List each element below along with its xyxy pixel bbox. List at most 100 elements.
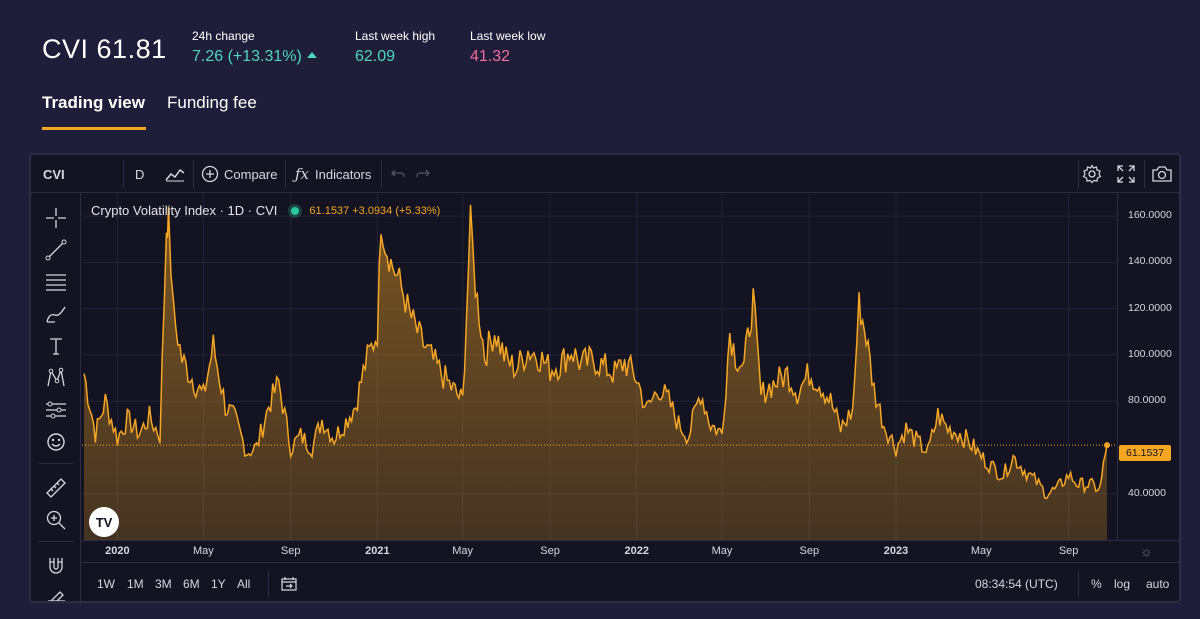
settings-button[interactable] (1082, 155, 1102, 193)
bars-style-icon (165, 168, 185, 182)
x-tick-label: 2020 (105, 545, 130, 557)
drawing-toolbar (31, 193, 81, 601)
time-axis[interactable]: ☼ 2020 May Sep 2021 May Sep 2022 May Sep 2023 May S… (82, 540, 1179, 562)
x-tick-label: Sep (540, 545, 560, 557)
lock-draw-tool[interactable] (41, 581, 71, 601)
price-chart[interactable] (82, 193, 1117, 540)
redo-button[interactable] (415, 155, 431, 193)
legend-values: 61.1537 +3.0934 (+5.33%) (309, 204, 441, 217)
range-1w-button[interactable]: 1W (97, 576, 115, 591)
magnet-icon (49, 558, 63, 574)
stat-label: Last week low (470, 29, 546, 43)
zoom-tool[interactable] (41, 505, 71, 535)
y-tick-label: 140.0000 (1128, 255, 1172, 268)
emoji-icon (47, 433, 65, 451)
y-tick-label: 40.0000 (1128, 486, 1166, 499)
fx-icon: ƒx (295, 165, 310, 183)
active-tab-indicator (42, 127, 146, 130)
y-tick-label: 100.0000 (1128, 347, 1172, 360)
x-tick-label: Sep (1058, 545, 1079, 557)
sun-icon[interactable]: ☼ (1140, 543, 1153, 559)
text-tool[interactable] (41, 331, 71, 361)
chart-legend: Crypto Volatility Index · 1D · CVI 61.15… (91, 203, 440, 218)
redo-icon (416, 169, 430, 178)
stat-value: 62.09 (355, 48, 396, 65)
stat-label: Last week high (355, 29, 436, 43)
compare-label: Compare (224, 166, 278, 182)
settings-icon (1082, 164, 1102, 184)
tab-trading-view[interactable]: Trading view (42, 93, 145, 112)
x-tick-label: 2023 (883, 545, 909, 557)
symbol-name: CVI (42, 34, 89, 64)
range-1m-button[interactable]: 1M (127, 576, 144, 591)
y-tick-label: 160.0000 (1128, 209, 1172, 222)
trend-line-icon (45, 239, 67, 261)
lock-draw-icon (48, 591, 65, 601)
stat-24h-change: 24h change 7.26 (+13.31%) (192, 29, 317, 66)
up-arrow-icon (306, 52, 317, 58)
price-header: CVI 61.81 (42, 34, 167, 65)
range-6m-button[interactable]: 6M (183, 576, 200, 591)
magnet-tool[interactable] (41, 551, 71, 581)
brush-icon (46, 306, 66, 323)
add-circle-icon (201, 165, 219, 183)
fullscreen-button[interactable] (1117, 155, 1135, 193)
compare-button[interactable]: Compare (201, 155, 277, 193)
crosshair-icon (46, 208, 66, 228)
ruler-icon (46, 478, 66, 498)
market-status-icon (291, 206, 300, 215)
chart-toolbar: CVI D Compare ƒx Indicators (31, 155, 1179, 193)
x-tick-label: Sep (799, 545, 820, 557)
pattern-icon (47, 367, 65, 387)
stat-week-low: Last week low 41.32 (470, 29, 545, 66)
emoji-tool[interactable] (41, 427, 71, 457)
x-tick-label: May (192, 545, 214, 557)
price-axis[interactable]: 40.0000 80.0000 100.0000 120.0000 140.0000 16… (1117, 193, 1179, 540)
interval-button[interactable]: D (135, 166, 145, 182)
range-3m-button[interactable]: 3M (155, 576, 172, 591)
legend-title: Crypto Volatility Index · 1D · CVI (91, 203, 278, 218)
range-all-button[interactable]: All (237, 576, 251, 591)
undo-icon (391, 169, 405, 178)
series-area-fill (84, 204, 1107, 540)
last-price-point (1104, 442, 1110, 449)
range-1y-button[interactable]: 1Y (211, 576, 226, 591)
current-price: 61.81 (96, 34, 167, 64)
prediction-icon (46, 401, 66, 419)
tab-funding-fee[interactable]: Funding fee (167, 93, 257, 112)
log-scale-button[interactable]: log (1114, 576, 1131, 591)
indicators-button[interactable]: ƒx Indicators (295, 155, 371, 193)
clock-display[interactable]: 08:34:54 (UTC) (975, 576, 1058, 591)
auto-scale-button[interactable]: auto (1146, 576, 1170, 591)
brush-tool[interactable] (41, 299, 71, 329)
fib-tool[interactable] (41, 267, 71, 297)
y-tick-label: 120.0000 (1128, 301, 1172, 314)
tradingview-logo-icon[interactable]: TV (89, 507, 119, 537)
symbol-search-button[interactable]: CVI (43, 166, 65, 182)
bar-style-button[interactable] (165, 155, 185, 193)
stat-label: 24h change (192, 29, 255, 43)
zoom-icon (46, 510, 66, 530)
x-tick-label: May (970, 545, 992, 557)
change-value: 7.26 (+13.31%) (192, 48, 302, 65)
prediction-tool[interactable] (41, 395, 71, 425)
trend-line-tool[interactable] (41, 235, 71, 265)
text-icon (50, 338, 62, 355)
ruler-tool[interactable] (41, 473, 71, 503)
date-range-button[interactable] (280, 563, 298, 601)
last-price-label: 61.1537 (1119, 445, 1171, 461)
indicators-label: Indicators (315, 166, 372, 182)
fullscreen-icon (1117, 165, 1135, 183)
series-line-cvi (83, 204, 1108, 500)
crosshair-tool[interactable] (41, 203, 71, 233)
bottom-toolbar: 1W 1M 3M 6M 1Y All 08:34:54 (UTC) % log … (82, 562, 1179, 601)
x-tick-label: 2022 (624, 545, 649, 557)
date-range-icon (281, 576, 297, 591)
y-tick-label: 80.0000 (1128, 394, 1166, 407)
stat-week-high: Last week high 62.09 (355, 29, 435, 66)
percent-scale-button[interactable]: % (1091, 576, 1102, 591)
stat-value: 41.32 (470, 48, 511, 65)
undo-button[interactable] (390, 155, 406, 193)
screenshot-button[interactable] (1151, 155, 1173, 193)
pattern-tool[interactable] (41, 363, 71, 393)
